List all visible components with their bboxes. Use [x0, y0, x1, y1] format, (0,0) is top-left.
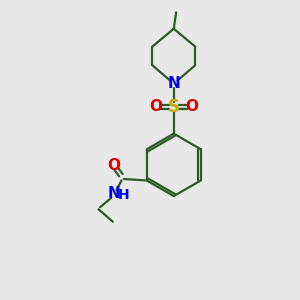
Text: O: O [186, 99, 199, 114]
Text: S: S [168, 98, 180, 116]
Text: H: H [118, 188, 129, 202]
Text: O: O [107, 158, 120, 172]
Text: O: O [149, 99, 162, 114]
Text: N: N [108, 186, 120, 201]
Text: N: N [167, 76, 180, 91]
